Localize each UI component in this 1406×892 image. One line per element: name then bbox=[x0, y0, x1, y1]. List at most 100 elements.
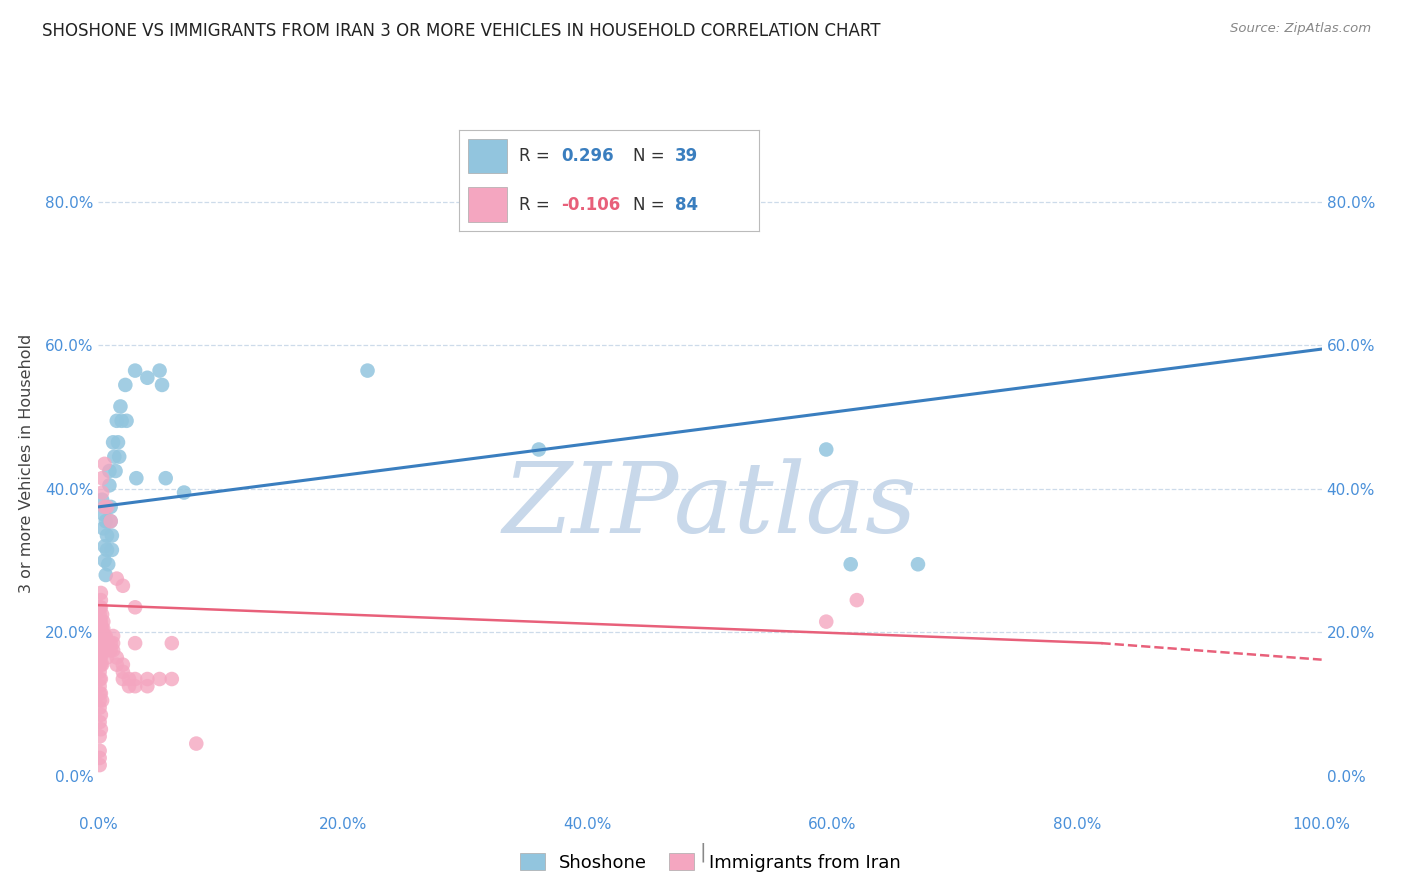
Point bbox=[110, 400, 132, 414]
Point bbox=[118, 679, 141, 693]
Point bbox=[93, 457, 115, 471]
Point bbox=[136, 672, 159, 686]
Point bbox=[111, 579, 134, 593]
Point bbox=[845, 593, 868, 607]
Point bbox=[91, 629, 114, 643]
Point bbox=[89, 665, 111, 679]
Point bbox=[149, 363, 172, 377]
Point bbox=[91, 492, 114, 507]
Point bbox=[108, 450, 131, 464]
Text: ZIPatlas: ZIPatlas bbox=[503, 458, 917, 553]
Point bbox=[160, 636, 183, 650]
Point bbox=[90, 593, 112, 607]
Point bbox=[907, 558, 929, 572]
Point bbox=[96, 500, 118, 514]
Point bbox=[124, 679, 146, 693]
Point bbox=[100, 514, 122, 528]
Point bbox=[89, 700, 111, 714]
Point bbox=[89, 657, 111, 672]
Point bbox=[111, 414, 134, 428]
Point bbox=[90, 636, 112, 650]
Point bbox=[89, 672, 111, 686]
Point bbox=[155, 471, 177, 485]
Point bbox=[98, 478, 121, 492]
Point bbox=[89, 650, 111, 665]
Y-axis label: 3 or more Vehicles in Household: 3 or more Vehicles in Household bbox=[18, 334, 34, 593]
Point bbox=[93, 629, 115, 643]
Point bbox=[815, 615, 838, 629]
Point bbox=[89, 636, 111, 650]
Point bbox=[101, 643, 124, 657]
Point bbox=[136, 371, 159, 385]
Point bbox=[107, 435, 129, 450]
Point bbox=[124, 600, 146, 615]
Point bbox=[96, 650, 118, 665]
Point bbox=[89, 751, 111, 765]
Point bbox=[90, 723, 112, 737]
Point bbox=[90, 707, 112, 722]
Point bbox=[160, 672, 183, 686]
Point bbox=[91, 643, 114, 657]
Point bbox=[100, 500, 122, 514]
Point bbox=[103, 450, 125, 464]
Point bbox=[124, 636, 146, 650]
Point bbox=[89, 622, 111, 636]
Point bbox=[90, 622, 112, 636]
Point bbox=[96, 636, 118, 650]
Point bbox=[839, 558, 862, 572]
Legend: Shoshone, Immigrants from Iran: Shoshone, Immigrants from Iran bbox=[509, 842, 911, 883]
Text: Source: ZipAtlas.com: Source: ZipAtlas.com bbox=[1230, 22, 1371, 36]
Point bbox=[101, 636, 124, 650]
Point bbox=[90, 629, 112, 643]
Point bbox=[125, 471, 148, 485]
Point bbox=[101, 629, 124, 643]
Point bbox=[118, 672, 141, 686]
Point bbox=[89, 615, 111, 629]
Point bbox=[101, 435, 124, 450]
Point bbox=[89, 744, 111, 758]
Point bbox=[89, 758, 111, 772]
Point bbox=[94, 568, 117, 582]
Point bbox=[173, 485, 195, 500]
Point bbox=[90, 672, 112, 686]
Point bbox=[91, 622, 114, 636]
Point bbox=[91, 485, 114, 500]
Point bbox=[91, 521, 114, 535]
Point bbox=[105, 650, 128, 665]
Point bbox=[91, 622, 114, 636]
Point bbox=[91, 507, 114, 521]
Point bbox=[94, 514, 117, 528]
Point bbox=[89, 693, 111, 707]
Point bbox=[115, 414, 138, 428]
Point bbox=[89, 714, 111, 729]
Point bbox=[89, 643, 111, 657]
Point bbox=[93, 539, 115, 553]
Point bbox=[553, 155, 575, 169]
Point bbox=[90, 600, 112, 615]
Point bbox=[90, 586, 112, 600]
Point bbox=[136, 679, 159, 693]
Point bbox=[114, 378, 136, 392]
Point bbox=[100, 643, 122, 657]
Point bbox=[105, 657, 128, 672]
Point bbox=[89, 686, 111, 700]
Point bbox=[101, 528, 124, 542]
Point bbox=[105, 414, 128, 428]
Point bbox=[356, 363, 378, 377]
Text: |: | bbox=[700, 842, 706, 862]
Point bbox=[93, 636, 115, 650]
Point bbox=[104, 464, 127, 478]
Point bbox=[89, 629, 111, 643]
Point bbox=[89, 679, 111, 693]
Point bbox=[101, 542, 124, 557]
Point bbox=[91, 693, 114, 707]
Point bbox=[98, 464, 121, 478]
Point bbox=[89, 600, 111, 615]
Point bbox=[124, 363, 146, 377]
Point bbox=[96, 528, 118, 542]
Point bbox=[94, 629, 117, 643]
Point bbox=[150, 378, 173, 392]
Point bbox=[90, 657, 112, 672]
Point bbox=[149, 672, 172, 686]
Point bbox=[90, 643, 112, 657]
